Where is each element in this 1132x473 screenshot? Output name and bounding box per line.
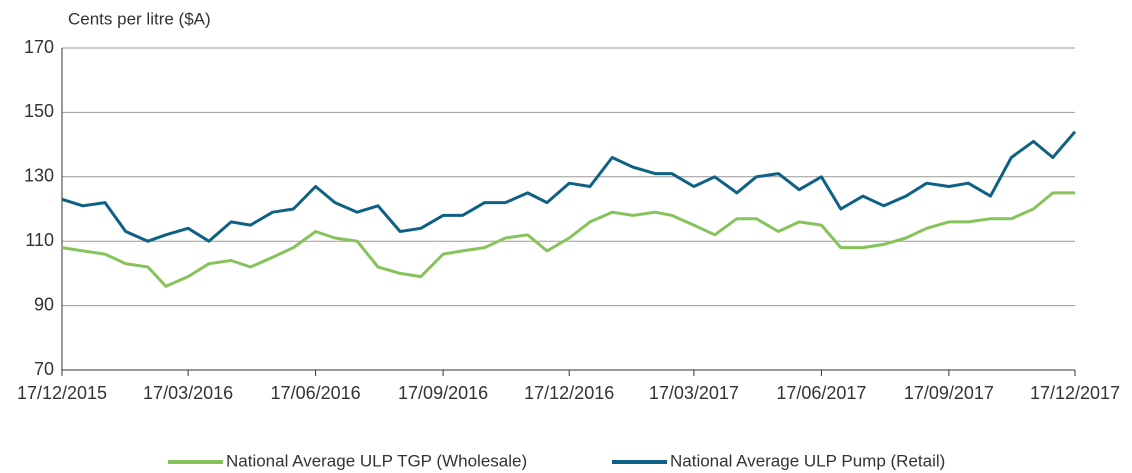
series-line xyxy=(61,191,1075,288)
y-tick-label: 70 xyxy=(34,359,54,379)
x-tick-label: 17/12/2017 xyxy=(1030,383,1120,403)
y-tick-label: 110 xyxy=(25,230,54,250)
legend-label: National Average ULP Pump (Retail) xyxy=(670,451,945,470)
y-tick-label: 90 xyxy=(34,294,54,314)
y-axis-label: Cents per litre ($A) xyxy=(68,9,211,28)
x-tick-label: 17/03/2016 xyxy=(143,383,233,403)
x-tick-label: 17/03/2017 xyxy=(649,383,739,403)
legend-label: National Average ULP TGP (Wholesale) xyxy=(226,451,527,470)
x-tick-label: 17/12/2016 xyxy=(524,383,614,403)
x-tick-label: 17/06/2016 xyxy=(271,383,361,403)
y-tick-label: 150 xyxy=(24,101,54,121)
x-tick-label: 17/09/2016 xyxy=(398,383,488,403)
series-line xyxy=(61,130,1077,243)
y-tick-label: 170 xyxy=(24,37,54,57)
x-tick-label: 17/09/2017 xyxy=(904,383,994,403)
y-tick-label: 130 xyxy=(24,166,54,186)
x-tick-label: 17/12/2015 xyxy=(17,383,107,403)
x-tick-label: 17/06/2017 xyxy=(776,383,866,403)
